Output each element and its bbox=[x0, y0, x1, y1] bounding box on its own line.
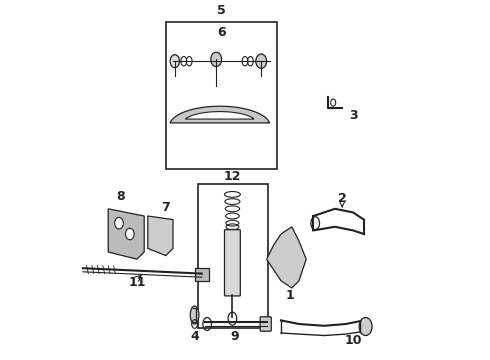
Text: 9: 9 bbox=[230, 330, 239, 343]
Ellipse shape bbox=[125, 228, 134, 240]
Text: 4: 4 bbox=[190, 330, 199, 343]
Ellipse shape bbox=[115, 217, 123, 229]
Text: 2: 2 bbox=[338, 192, 346, 204]
FancyBboxPatch shape bbox=[224, 230, 240, 296]
Polygon shape bbox=[108, 209, 144, 259]
Bar bbox=[166, 22, 277, 169]
Text: 6: 6 bbox=[217, 26, 226, 39]
Polygon shape bbox=[148, 216, 173, 256]
Bar bbox=[198, 184, 269, 328]
Text: 7: 7 bbox=[161, 201, 170, 213]
Text: 12: 12 bbox=[223, 170, 241, 183]
Text: 1: 1 bbox=[286, 289, 294, 302]
Ellipse shape bbox=[211, 52, 221, 67]
FancyBboxPatch shape bbox=[260, 317, 271, 331]
Text: 11: 11 bbox=[128, 276, 146, 289]
Text: 10: 10 bbox=[344, 334, 362, 347]
Ellipse shape bbox=[281, 246, 299, 269]
Ellipse shape bbox=[190, 306, 199, 324]
Ellipse shape bbox=[256, 54, 267, 68]
Polygon shape bbox=[195, 268, 209, 281]
Text: 8: 8 bbox=[117, 190, 125, 203]
Polygon shape bbox=[267, 227, 306, 288]
Polygon shape bbox=[186, 112, 254, 119]
Ellipse shape bbox=[359, 318, 372, 336]
Text: 5: 5 bbox=[217, 4, 226, 17]
Text: 3: 3 bbox=[349, 109, 357, 122]
Ellipse shape bbox=[170, 55, 179, 68]
Polygon shape bbox=[170, 106, 270, 123]
